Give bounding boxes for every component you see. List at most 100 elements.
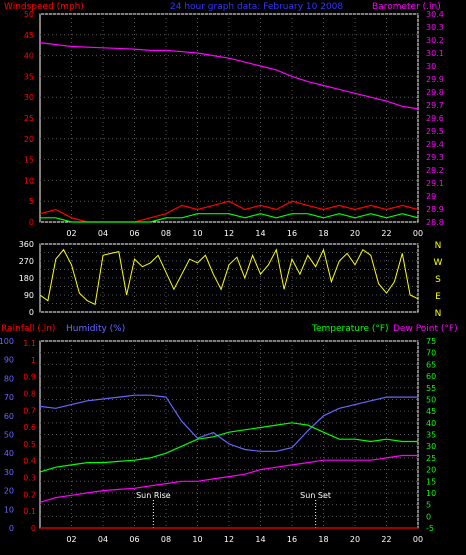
direction-tick-label: 270 [19,257,34,266]
temperature-tick-label: -5 [426,524,434,533]
temperature-tick-label: 60 [426,372,436,381]
x-tick-label: 02 [66,535,76,544]
windspeed-tick-label: 15 [24,156,34,165]
windspeed-tick-label: 40 [24,52,34,61]
x-tick-label: 12 [224,229,234,238]
direction-tick-label: 0 [29,308,34,317]
temperature-tick-label: 30 [426,442,436,451]
series-line-dew-point-f- [39,454,418,503]
series-line-humidity- [39,394,418,452]
rainfall-tick-label: 0.6 [23,423,36,432]
barometer-tick-label: 29.6 [426,114,444,123]
x-tick-label: 16 [287,229,297,238]
rainfall-tick-label: 0.9 [23,373,36,382]
humidity-tick-label: 90 [4,356,14,365]
barometer-tick-label: 29.1 [426,179,444,188]
humidity-tick-label: 50 [4,431,14,440]
sun-annotation-label: Sun Set [300,491,331,500]
rainfall-tick-label: 0.3 [23,474,36,483]
humidity-tick-label: 70 [4,393,14,402]
windspeed-tick-label: 0 [29,218,34,227]
series-line-wind-direction [39,248,419,306]
humidity-axis-label: Humidity (%) [66,324,125,334]
x-tick-label: 00 [413,229,423,238]
temperature-tick-label: 20 [426,466,436,475]
direction-tick-label: 360 [19,240,34,249]
humidity-tick-label: 40 [4,449,14,458]
barometer-tick-label: 28.8 [426,218,444,227]
windspeed-axis-label: Windspeed (mph) [4,2,84,12]
x-tick-label: 08 [161,229,171,238]
rainfall-tick-label: 0.2 [23,490,36,499]
temperature-tick-label: 55 [426,384,436,393]
series-line-windspeed [40,213,419,223]
x-tick-label: 14 [255,229,265,238]
windspeed-tick-label: 35 [24,72,34,81]
x-tick-label: 06 [129,535,139,544]
rainfall-tick-label: 1 [31,356,36,365]
temperature-tick-label: 50 [426,395,436,404]
rainfall-tick-label: 0.4 [23,457,36,466]
humidity-tick-label: 100 [0,337,14,346]
barometer-tick-label: 29.4 [426,140,444,149]
rainfall-axis-label: Rainfall (.in) [1,324,55,334]
temperature-tick-label: 15 [426,477,436,486]
rainfall-tick-label: 0 [31,524,36,533]
temperature-tick-label: 5 [426,501,431,510]
chart-title: 24 hour graph data: February 10 2008 [170,2,343,12]
temperature-tick-label: 0 [426,512,431,521]
windspeed-tick-label: 45 [24,31,34,40]
x-tick-label: 16 [287,535,297,544]
x-tick-label: 18 [318,535,328,544]
windspeed-tick-label: 10 [24,176,34,185]
x-tick-label: 12 [224,535,234,544]
humidity-tick-label: 10 [4,505,14,514]
sun-annotation-label: Sun Rise [136,491,171,500]
compass-label: E [435,292,441,302]
rainfall-tick-label: 0.5 [23,440,36,449]
temperature-tick-label: 75 [426,337,436,346]
x-tick-label: 02 [66,229,76,238]
compass-label: N [435,241,442,251]
x-tick-label: 10 [192,229,202,238]
x-tick-label: 10 [192,535,202,544]
barometer-tick-label: 30.4 [426,10,444,19]
temperature-tick-label: 65 [426,360,436,369]
humidity-tick-label: 0 [9,524,14,533]
temperature-tick-label: 10 [426,489,436,498]
x-tick-label: 20 [350,535,360,544]
barometer-tick-label: 29.2 [426,166,444,175]
wind-barometer-panel: 0 5 10 15 20 25 30 35 40 45 50 28.8 28.9 29 29.1 29.2 29… [24,10,444,238]
barometer-tick-label: 29.7 [426,101,444,110]
x-tick-label: 06 [129,229,139,238]
humidity-tick-label: 80 [4,374,14,383]
x-tick-label: 18 [318,229,328,238]
temperature-tick-label: 35 [426,431,436,440]
x-tick-label: 04 [98,229,108,238]
x-tick-label: 14 [255,535,265,544]
barometer-tick-label: 30 [426,62,436,71]
barometer-tick-label: 29.8 [426,88,444,97]
humidity-tick-label: 60 [4,412,14,421]
barometer-tick-label: 29.5 [426,127,444,136]
temperature-tick-label: 25 [426,454,436,463]
compass-label: N [435,309,442,319]
x-tick-label: 08 [161,535,171,544]
temperature-tick-label: 45 [426,407,436,416]
rainfall-tick-label: 0.1 [23,507,36,516]
temperature-tick-label: 40 [426,419,436,428]
humidity-tick-label: 30 [4,468,14,477]
x-tick-label: 22 [381,535,391,544]
temperature-tick-label: 70 [426,349,436,358]
windspeed-tick-label: 5 [29,197,34,206]
temperature-axis-label: Temperature (°F) [311,324,389,334]
barometer-tick-label: 28.9 [426,205,444,214]
windspeed-tick-label: 25 [24,114,34,123]
barometer-tick-label: 30.1 [426,49,444,58]
barometer-tick-label: 30.2 [426,36,444,45]
x-tick-label: 00 [413,535,423,544]
series-line-temperature-f- [39,422,418,473]
compass-label: W [434,258,443,268]
rainfall-tick-label: 0.7 [23,406,36,415]
